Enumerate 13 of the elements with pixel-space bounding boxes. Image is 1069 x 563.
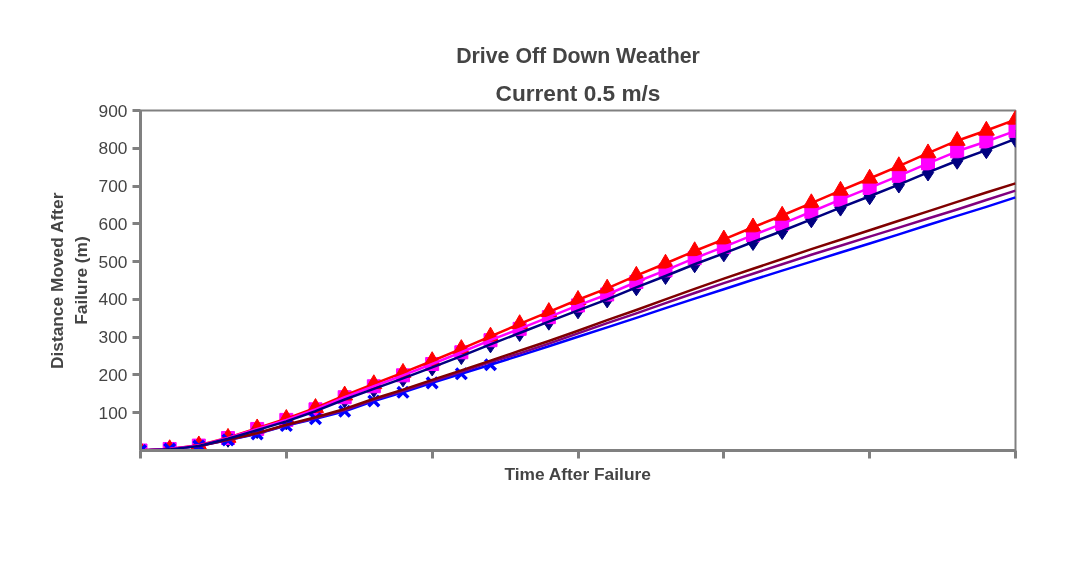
y-tick-label: 400	[98, 289, 128, 310]
y-tick-label: 300	[98, 327, 128, 348]
y-tick-label: 700	[98, 176, 128, 197]
y-tick-label: 600	[98, 213, 128, 234]
y-tick-label: 200	[98, 364, 128, 385]
x-axis-title: Time After Failure	[504, 463, 652, 484]
y-tick-label: 500	[98, 251, 128, 272]
y-tick-label: 900	[98, 100, 128, 121]
chart-subtitle: Current 0.5 m/s	[495, 79, 661, 106]
chart-title: Drive Off Down Weather	[456, 43, 700, 68]
y-axis-title: Distance Moved After Failure (m)	[46, 192, 91, 370]
y-tick-label: 100	[98, 402, 128, 423]
y-tick-label: 800	[98, 138, 128, 159]
